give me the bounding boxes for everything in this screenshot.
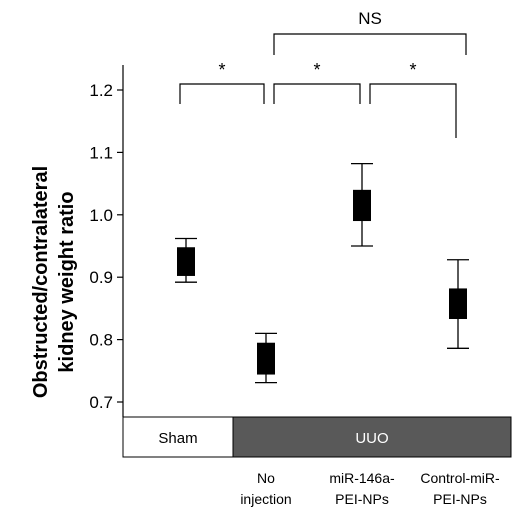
significance-label: * (218, 60, 225, 80)
sham-bar (122, 416, 234, 458)
box-3 (351, 162, 373, 247)
x-label-line1: No (257, 470, 275, 486)
y-tick-label: 1.2 (89, 81, 113, 100)
y-tick-label: 0.7 (89, 393, 113, 412)
box-1 (175, 237, 197, 283)
significance-brackets: * * * NS (179, 9, 467, 138)
bracket-line (273, 33, 467, 55)
box-4 (447, 259, 469, 349)
box-body (353, 189, 371, 222)
significance-label: * (313, 60, 320, 80)
significance-label: * (409, 60, 416, 80)
x-label-2: miR-146a- PEI-NPs (329, 470, 395, 507)
x-label-line2: injection (240, 491, 291, 507)
x-label-line2: PEI-NPs (433, 491, 487, 507)
x-labels: No injection miR-146a- PEI-NPs Control-miR- P… (240, 470, 500, 507)
significance-bracket-1: * (179, 60, 265, 104)
x-label-line1: Control-miR- (420, 470, 500, 486)
x-label-3: Control-miR- PEI-NPs (420, 470, 500, 507)
box-2 (255, 332, 277, 384)
significance-bracket-4: NS (273, 9, 467, 55)
significance-bracket-3: * (369, 60, 457, 138)
x-label-line1: miR-146a- (329, 470, 395, 486)
sham-bar-label: Sham (158, 430, 197, 447)
y-axis-label-line2: kidney weight ratio (56, 191, 78, 372)
y-tick-label: 1.0 (89, 206, 113, 225)
plot-area (175, 162, 469, 384)
box-body (177, 247, 195, 276)
group-bar: Sham UUO (122, 416, 512, 458)
y-axis: 0.7 0.8 0.9 1.0 1.1 1.2 (89, 65, 124, 417)
y-tick-label: 0.8 (89, 331, 113, 350)
bracket-line (273, 83, 361, 104)
x-label-line2: PEI-NPs (335, 491, 389, 507)
y-axis-label: Obstructed/contralateral kidney weight r… (30, 166, 78, 398)
x-label-1: No injection (240, 470, 291, 507)
significance-bracket-2: * (273, 60, 361, 104)
uuo-bar (232, 416, 512, 458)
bracket-line (179, 83, 265, 104)
significance-label: NS (358, 9, 382, 28)
box-body (257, 342, 275, 375)
y-tick-label: 0.9 (89, 268, 113, 287)
uuo-bar-label: UUO (355, 430, 388, 447)
bracket-line (369, 83, 457, 138)
box-body (449, 288, 467, 320)
y-axis-label-line1: Obstructed/contralateral (30, 166, 52, 398)
y-tick-label: 1.1 (89, 143, 113, 162)
